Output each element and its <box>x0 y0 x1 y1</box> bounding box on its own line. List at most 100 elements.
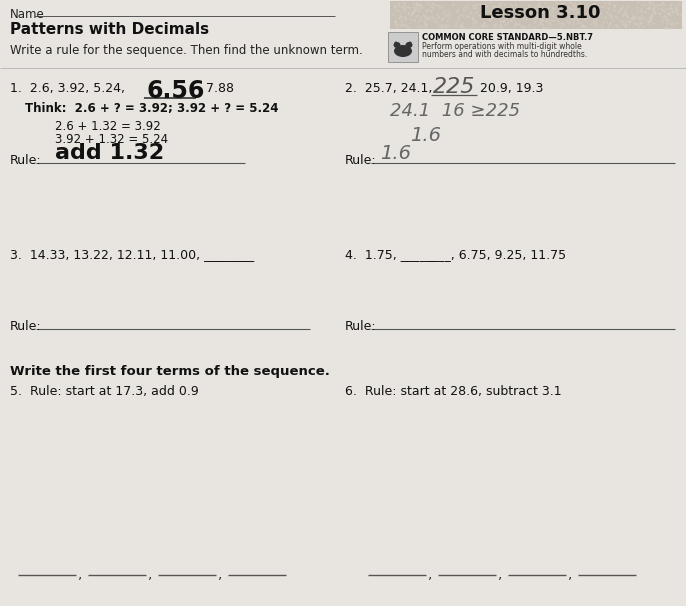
Point <box>631 6 642 16</box>
Point <box>438 8 449 18</box>
Text: Rule:: Rule: <box>345 320 377 333</box>
Text: ,: , <box>498 567 502 581</box>
Point <box>528 13 539 23</box>
Point <box>634 21 645 31</box>
Text: Lesson 3.10: Lesson 3.10 <box>480 4 600 22</box>
Point <box>624 19 635 28</box>
Point <box>552 16 563 26</box>
Point <box>619 22 630 32</box>
Point <box>467 18 478 28</box>
Point <box>415 12 426 22</box>
Point <box>545 23 556 33</box>
Point <box>436 22 447 32</box>
Point <box>569 5 580 15</box>
Point <box>608 0 619 10</box>
Point <box>411 0 422 9</box>
Point <box>660 11 671 21</box>
Point <box>389 16 400 26</box>
Point <box>537 2 548 12</box>
Text: ,: , <box>78 567 82 581</box>
Point <box>484 15 495 24</box>
Point <box>608 5 619 15</box>
Point <box>618 19 629 28</box>
Point <box>620 20 631 30</box>
Point <box>665 0 676 9</box>
Point <box>642 15 653 25</box>
Point <box>623 16 634 25</box>
Point <box>455 11 466 21</box>
Point <box>399 1 410 10</box>
Point <box>584 4 595 14</box>
Point <box>451 21 462 31</box>
Point <box>566 0 577 7</box>
Point <box>440 20 451 30</box>
Point <box>461 12 472 21</box>
Point <box>456 18 467 27</box>
Point <box>569 0 580 10</box>
Point <box>431 0 442 10</box>
Point <box>413 21 424 31</box>
Point <box>470 17 481 27</box>
Point <box>493 1 504 11</box>
Text: Think:  2.6 + ? = 3.92; 3.92 + ? = 5.24: Think: 2.6 + ? = 3.92; 3.92 + ? = 5.24 <box>25 102 279 115</box>
Ellipse shape <box>394 41 397 44</box>
Point <box>390 23 401 33</box>
Point <box>451 7 462 16</box>
Point <box>667 6 678 16</box>
Point <box>568 9 579 19</box>
Point <box>495 5 506 15</box>
Point <box>558 8 569 18</box>
Text: Write a rule for the sequence. Then find the unknown term.: Write a rule for the sequence. Then find… <box>10 44 363 57</box>
Point <box>661 19 672 28</box>
Point <box>497 16 508 26</box>
Point <box>560 10 571 20</box>
Point <box>595 1 606 11</box>
Point <box>531 9 542 19</box>
Point <box>536 7 547 17</box>
Point <box>436 14 447 24</box>
Ellipse shape <box>394 42 401 48</box>
Point <box>438 13 449 23</box>
Point <box>433 13 444 22</box>
Point <box>561 8 572 18</box>
Point <box>587 0 598 9</box>
Point <box>390 19 401 29</box>
Point <box>498 16 509 25</box>
Point <box>569 16 580 25</box>
Point <box>648 0 659 8</box>
Point <box>546 15 557 24</box>
Point <box>637 0 648 10</box>
Point <box>455 21 466 30</box>
Point <box>661 4 672 14</box>
Point <box>421 20 431 30</box>
Point <box>464 7 475 17</box>
Text: Rule:: Rule: <box>10 320 42 333</box>
Point <box>397 19 408 29</box>
Point <box>479 17 490 27</box>
Point <box>513 13 524 22</box>
Point <box>595 21 606 31</box>
Point <box>542 16 553 26</box>
Point <box>532 13 543 22</box>
Point <box>569 4 580 13</box>
Point <box>427 2 438 12</box>
Point <box>418 16 429 26</box>
Point <box>501 13 512 23</box>
Point <box>521 8 532 18</box>
Point <box>507 3 518 13</box>
Point <box>618 10 629 20</box>
Point <box>506 15 517 25</box>
Point <box>410 5 421 15</box>
Point <box>442 10 453 20</box>
Point <box>400 2 411 12</box>
Point <box>573 15 584 24</box>
Point <box>598 16 609 26</box>
Point <box>587 10 598 19</box>
Point <box>442 16 453 26</box>
Point <box>672 8 683 18</box>
Point <box>482 2 493 12</box>
Point <box>571 12 582 22</box>
Point <box>490 22 501 32</box>
Point <box>643 3 654 13</box>
Point <box>403 2 414 12</box>
